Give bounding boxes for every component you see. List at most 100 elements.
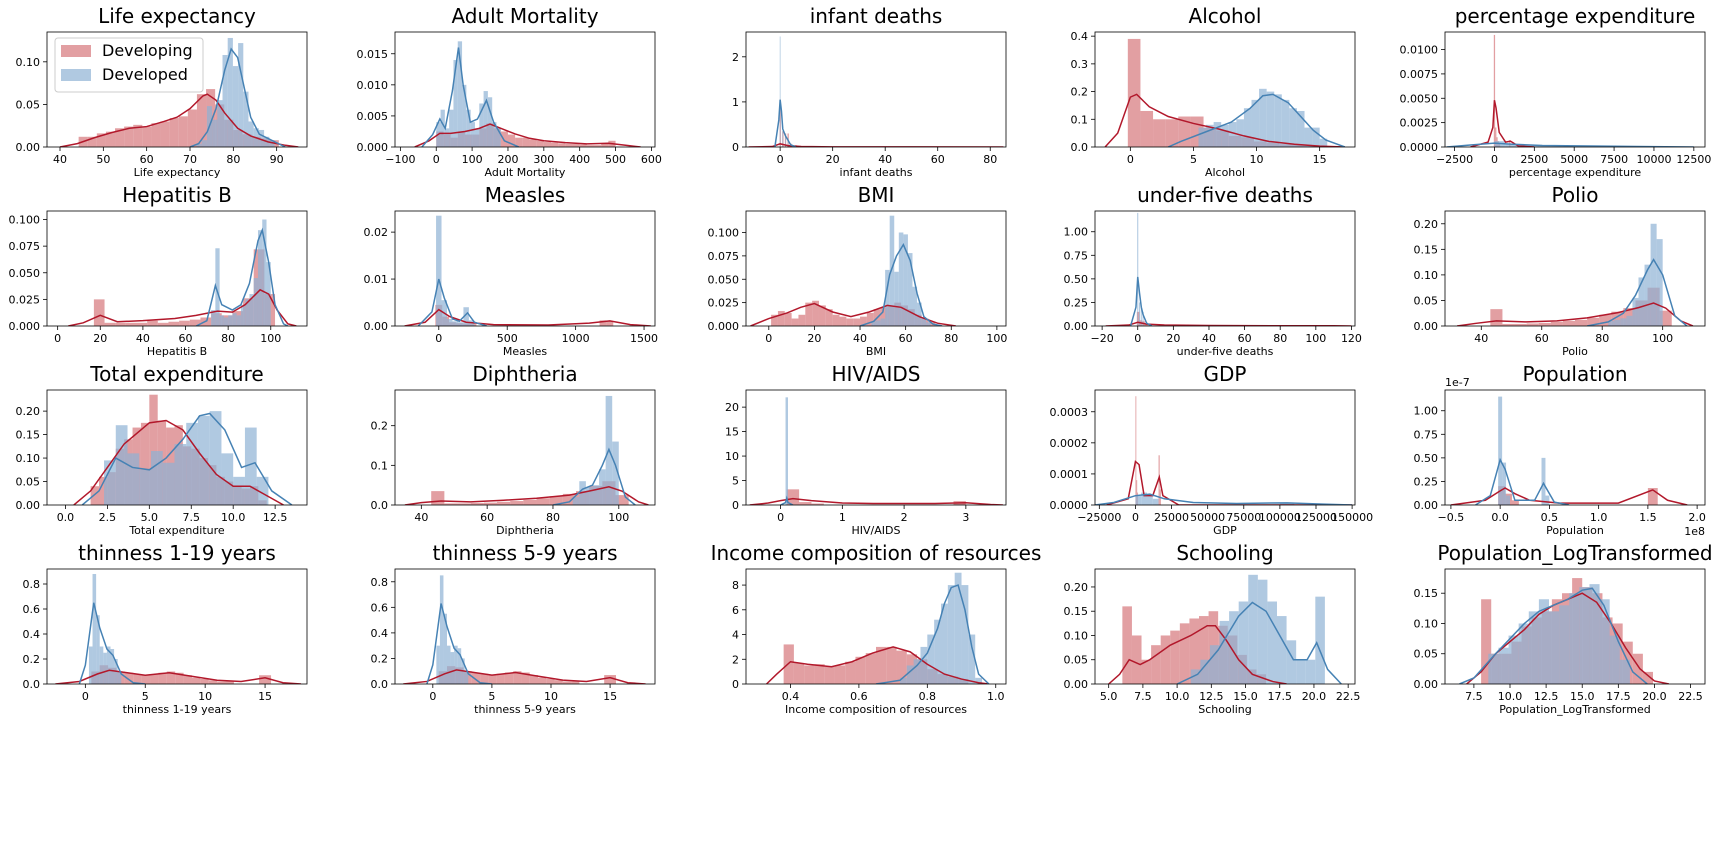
x-tick-label: 7.5 [1134,690,1152,703]
kde-line-developed [1475,457,1570,505]
y-tick-label: 0.02 [364,226,389,239]
x-tick-label: 12500 [1676,153,1711,166]
hist-bar-developing [187,109,197,147]
x-tick-label: 10 [544,690,558,703]
hist-bar-developed [1305,659,1316,684]
hist-bar-developed [954,572,962,684]
x-tick-label: 15 [603,690,617,703]
y-tick-label: 0.100 [9,214,41,227]
hist-bar-developing [1151,645,1161,684]
x-axis-label: Adult Mortality [485,166,566,179]
x-tick-label: 100 [1652,332,1673,345]
legend-swatch-developing [61,45,91,57]
panel-title: thinness 5-9 years [433,541,618,565]
hist-bar-developed [450,652,455,684]
hist-bar-developed [248,121,254,147]
hist-bar-developed [1141,492,1147,505]
hist-bar-developing [133,674,142,684]
y-tick-label: 0.25 [1414,475,1439,488]
panel-percentage-expenditure: −2500 0 2500 5000 7500 10000 12500 0.0000 0.0025… [1400,4,1712,179]
hist-bar-developing [771,314,778,326]
y-tick-label: 0.05 [1414,294,1439,307]
hist-bar-developed [1539,146,1551,147]
hist-bar-developed [1274,94,1282,147]
kde-line-developed [859,243,943,326]
x-tick-label: 300 [533,153,554,166]
x-tick-label: 0.8 [919,690,937,703]
hist-bar-developing [178,116,188,147]
y-tick-label: 0.00 [1064,678,1089,691]
y-tick-label: 0.025 [9,293,41,306]
hist-bar-developing [1160,635,1171,684]
x-tick-label: 80 [546,511,560,524]
y-offset-text: 1e-7 [1445,376,1470,389]
y-tick-label: 0.6 [371,601,389,614]
hist-bar-developing [818,305,826,326]
hist-bar-developing [824,666,835,684]
hist-bar-developing [196,94,207,147]
hist-bar-developed [454,645,458,684]
y-tick-label: 0.01 [364,273,389,286]
hist-bar-developed [106,646,111,684]
hist-bar-developed [474,128,480,147]
y-tick-label: 0.4 [23,628,41,641]
hist-bar-developed [1221,124,1229,147]
hist-bar-developed [479,103,484,147]
panel-title: GDP [1204,362,1247,386]
plot-area [1450,396,1688,505]
hist-bar-developing [1599,314,1612,326]
x-tick-label: 90 [270,153,284,166]
axes-frame [1444,31,1706,148]
hist-bar-developing [189,319,201,326]
y-tick-label: 0.00 [1414,499,1439,512]
hist-bar-developing [124,672,134,684]
y-tick-label: 0.1 [1071,113,1089,126]
panel-title: Population_LogTransformed [1437,541,1712,565]
hist-bar-developed [110,649,115,684]
hist-bar-developed [1650,223,1657,326]
hist-bar-developed [103,652,107,684]
panel-title: infant deaths [810,4,943,28]
hist-bar-developed [1620,318,1627,326]
hist-bar-developing [604,675,616,684]
hist-bar-developed [903,234,908,326]
y-tick-label: 4 [732,629,739,642]
axes-frame [1094,389,1356,506]
legend-swatch-developed [61,69,91,81]
y-tick-label: 0.8 [371,576,389,589]
panel-title: Adult Mortality [451,4,598,28]
hist-bar-developed [1138,302,1141,326]
kde-line-developing [73,419,284,505]
kde-line-developing [55,669,302,684]
y-tick-label: 0.00 [16,141,41,154]
hist-bar-developed [1508,635,1519,684]
hist-bar-developed [1312,127,1320,147]
hist-bar-developed [1632,297,1639,326]
hist-bar-developing [515,137,523,147]
x-tick-label: 15 [1313,153,1327,166]
plot-area [404,395,649,505]
legend-label-developing: Developing [102,41,193,60]
x-tick-label: 80 [983,153,997,166]
hist-bar-developed [115,425,128,505]
hist-bar-developed [238,43,244,147]
y-tick-label: 0.10 [16,452,41,465]
hist-bar-developing [191,677,201,684]
axes-frame [394,568,656,685]
axes-frame [1094,568,1356,685]
y-tick-label: 1.00 [1414,405,1439,418]
panel-title: Polio [1552,183,1599,207]
plot-area [750,215,956,326]
kde-line-developed [1586,258,1688,326]
hist-bar-developed [201,140,207,147]
hist-bar-developing [444,503,458,505]
hist-bar-developed [258,129,265,147]
y-tick-label: 0.00 [364,320,389,333]
hist-bar-developed [256,476,269,505]
y-tick-label: 0.2 [23,653,41,666]
hist-bar-developed [1289,108,1297,147]
hist-bar-developing [1135,396,1137,505]
plot-area [766,572,990,684]
x-tick-label: 20 [807,332,821,345]
hist-bar-developed [1304,127,1313,147]
